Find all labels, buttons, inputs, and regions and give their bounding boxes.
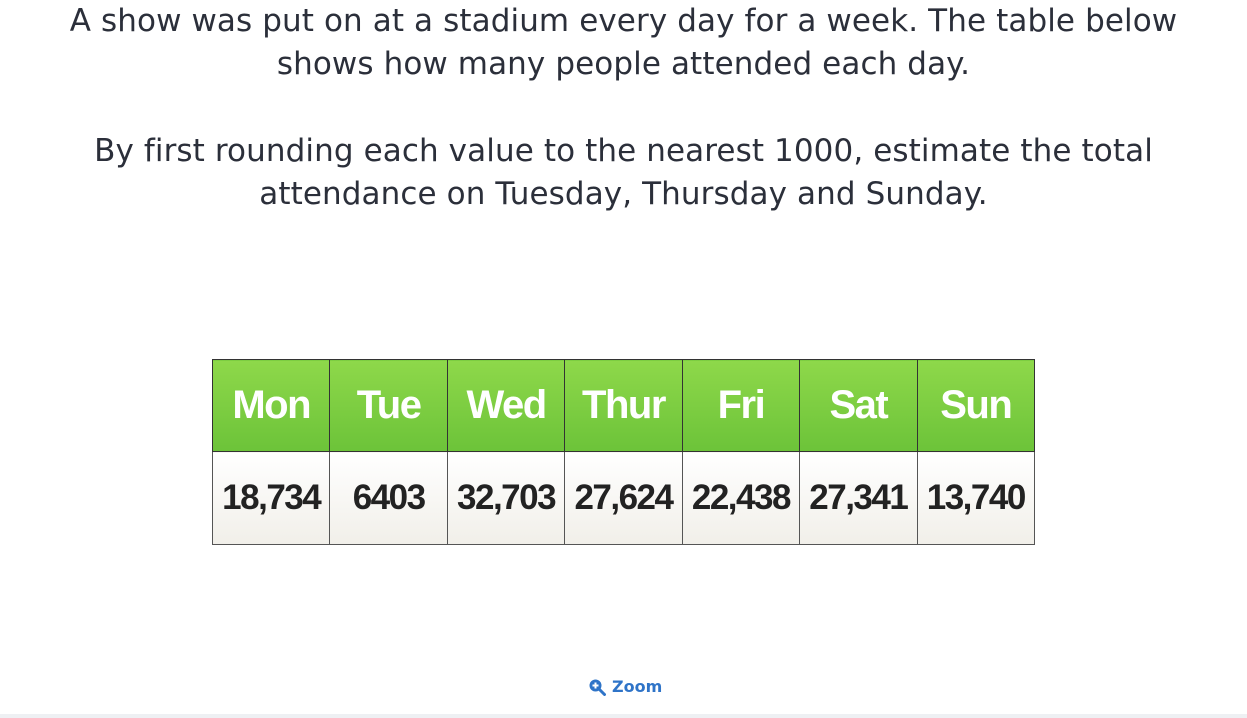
header-sun: Sun <box>916 359 1036 452</box>
value-mon: 18,734 <box>211 451 331 545</box>
question-line-4: attendance on Tuesday, Thursday and Sund… <box>259 176 988 212</box>
question-line-2: shows how many people attended each day. <box>276 46 971 82</box>
header-thur: Thur <box>564 359 683 452</box>
value-sun: 13,740 <box>916 451 1036 545</box>
value-fri: 22,438 <box>681 451 801 545</box>
table-row: 18,734 6403 32,703 27,624 22,438 27,341 … <box>211 451 1036 545</box>
attendance-table-container: Mon Tue Wed Thur Fri Sat Sun 18,734 6403… <box>211 359 1036 545</box>
question-line-3: By first rounding each value to the near… <box>94 133 1153 169</box>
value-thur: 27,624 <box>564 451 683 545</box>
bottom-divider <box>0 714 1247 718</box>
zoom-button[interactable]: Zoom <box>588 677 662 696</box>
zoom-in-icon <box>588 678 606 696</box>
value-wed: 32,703 <box>446 451 566 545</box>
attendance-table: Mon Tue Wed Thur Fri Sat Sun 18,734 6403… <box>211 359 1036 545</box>
header-tue: Tue <box>329 359 448 452</box>
value-tue: 6403 <box>329 451 448 545</box>
header-wed: Wed <box>446 359 566 452</box>
zoom-label: Zoom <box>612 677 663 696</box>
question-intro: A show was put on at a stadium every day… <box>0 0 1247 86</box>
table-header-row: Mon Tue Wed Thur Fri Sat Sun <box>211 359 1036 452</box>
question-task: By first rounding each value to the near… <box>0 130 1247 216</box>
header-sat: Sat <box>799 359 918 452</box>
header-mon: Mon <box>211 359 331 452</box>
header-fri: Fri <box>681 359 801 452</box>
value-sat: 27,341 <box>799 451 918 545</box>
question-line-1: A show was put on at a stadium every day… <box>69 3 1178 39</box>
